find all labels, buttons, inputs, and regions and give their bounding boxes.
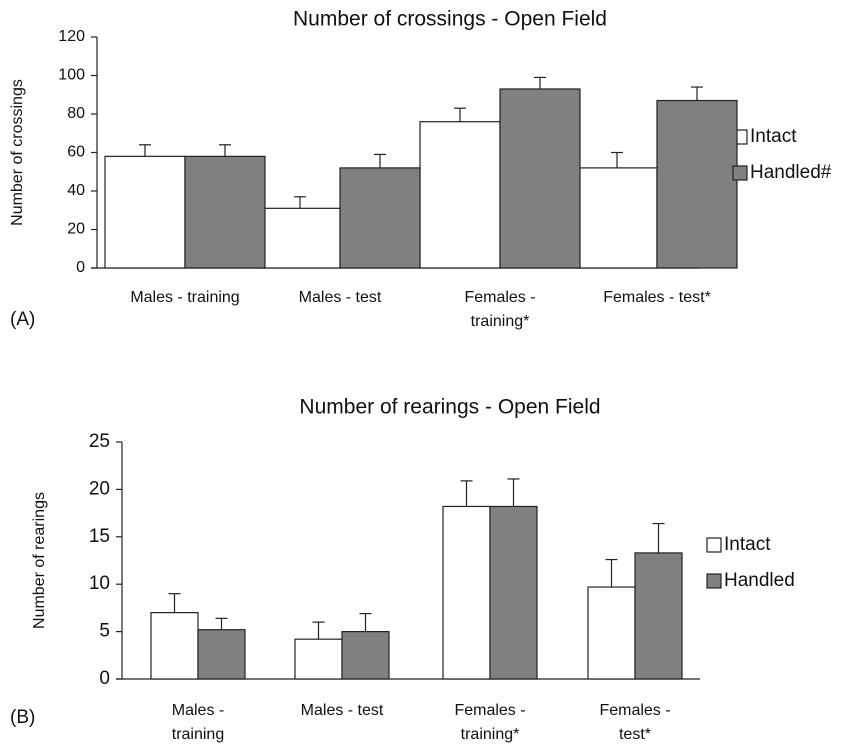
chart-title: Number of rearings - Open Field xyxy=(299,396,600,419)
panel-label: (A) xyxy=(10,309,35,330)
x-tick-label: Females - xyxy=(464,289,535,306)
x-tick-label: Females - xyxy=(599,702,670,719)
y-tick-label: 0 xyxy=(99,668,110,689)
legend-swatch xyxy=(706,537,722,553)
y-tick-label: 25 xyxy=(89,431,110,452)
y-tick-label: 20 xyxy=(67,221,85,238)
y-axis-label: Number of rearings xyxy=(31,492,48,629)
bar xyxy=(419,121,501,269)
x-tick-label: Males - test xyxy=(301,702,384,719)
x-tick-label: Males - xyxy=(172,702,224,719)
bar xyxy=(442,505,491,680)
chart-title: Number of crossings - Open Field xyxy=(293,8,607,31)
y-tick-label: 40 xyxy=(67,182,85,199)
bar xyxy=(197,629,246,680)
bar xyxy=(294,638,343,680)
y-tick-label: 10 xyxy=(89,573,110,594)
bar xyxy=(576,167,658,269)
legend-label: Intact xyxy=(750,126,797,147)
legend-swatch xyxy=(706,573,722,589)
bar xyxy=(587,586,636,680)
x-tick-label: Males - training xyxy=(130,289,239,306)
x-tick-label: training* xyxy=(461,726,520,743)
x-tick-label: training* xyxy=(471,313,530,330)
bar xyxy=(259,207,341,269)
bar xyxy=(499,88,581,269)
y-tick-label: 20 xyxy=(89,478,110,499)
panel-label: (B) xyxy=(10,707,35,728)
bar xyxy=(656,99,738,269)
bar xyxy=(341,630,390,680)
x-tick-label: training xyxy=(172,726,224,743)
x-tick-label: Males - test xyxy=(299,289,382,306)
y-tick-label: 0 xyxy=(76,259,85,276)
y-tick-label: 120 xyxy=(58,28,85,45)
legend-label: Handled# xyxy=(750,162,832,183)
x-tick-label: test* xyxy=(619,726,651,743)
legend-swatch xyxy=(732,165,748,181)
bar xyxy=(339,167,421,269)
bar xyxy=(104,155,186,269)
y-tick-label: 80 xyxy=(67,105,85,122)
x-tick-label: Females - test* xyxy=(603,289,711,306)
y-tick-label: 60 xyxy=(67,144,85,161)
legend-label: Handled xyxy=(724,570,795,591)
y-tick-label: 15 xyxy=(89,526,110,547)
y-axis-label: Number of crossings xyxy=(9,79,26,226)
bar xyxy=(184,155,266,269)
bar xyxy=(634,552,683,680)
bar xyxy=(489,505,538,680)
x-tick-label: Females - xyxy=(454,702,525,719)
legend-label: Intact xyxy=(724,534,771,555)
bar xyxy=(150,612,199,680)
y-tick-label: 100 xyxy=(58,67,85,84)
y-tick-label: 5 xyxy=(99,621,110,642)
